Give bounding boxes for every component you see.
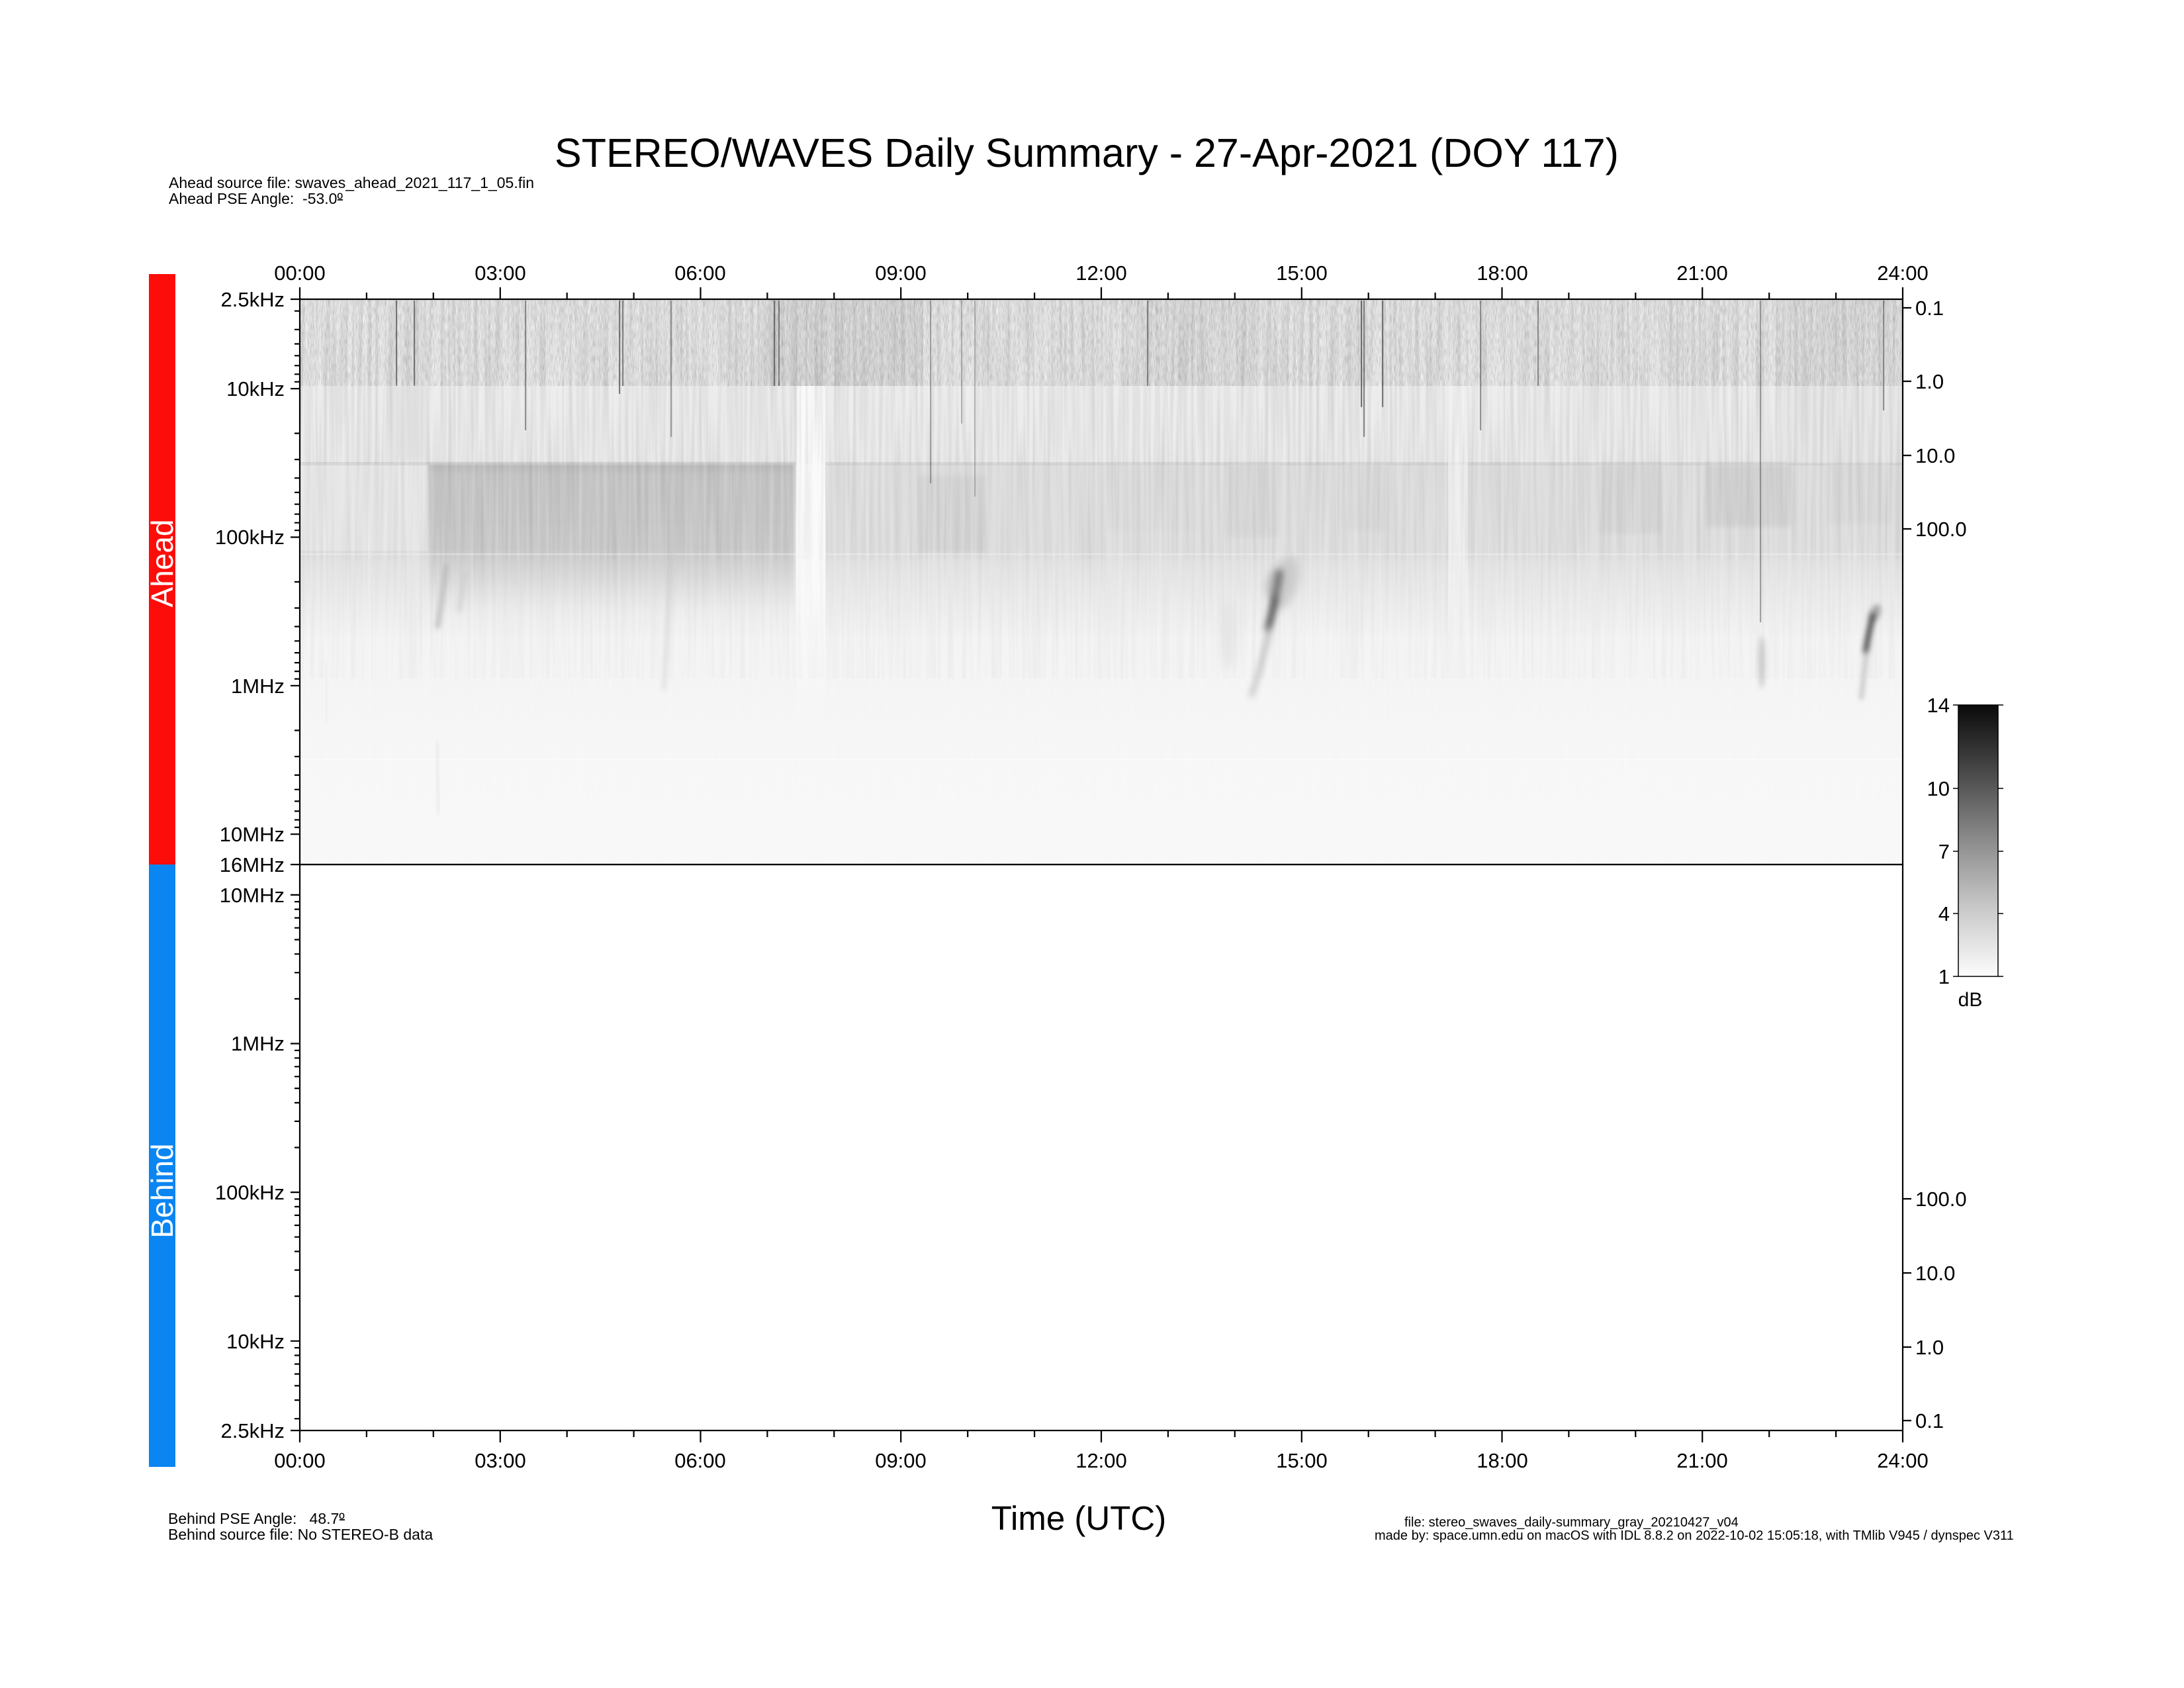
svg-text:1.0: 1.0 bbox=[1915, 1336, 1944, 1359]
svg-text:Ahead: Ahead bbox=[145, 519, 179, 607]
svg-text:06:00: 06:00 bbox=[674, 1449, 726, 1472]
svg-text:1.0: 1.0 bbox=[1915, 370, 1944, 393]
svg-text:24:00: 24:00 bbox=[1877, 1449, 1929, 1472]
svg-text:7: 7 bbox=[1938, 840, 1950, 863]
svg-text:100kHz: 100kHz bbox=[215, 1181, 285, 1204]
svg-text:2.5kHz: 2.5kHz bbox=[221, 1419, 285, 1442]
svg-text:10.0: 10.0 bbox=[1915, 1262, 1955, 1285]
svg-text:Time (UTC): Time (UTC) bbox=[991, 1499, 1166, 1537]
svg-text:10MHz: 10MHz bbox=[220, 884, 285, 907]
svg-text:18:00: 18:00 bbox=[1477, 1449, 1528, 1472]
svg-text:4: 4 bbox=[1938, 902, 1950, 925]
svg-text:Behind: Behind bbox=[145, 1143, 179, 1238]
svg-text:21:00: 21:00 bbox=[1676, 1449, 1728, 1472]
svg-text:100.0: 100.0 bbox=[1915, 518, 1967, 541]
svg-text:file: stereo_swaves_daily-summ: file: stereo_swaves_daily-summary_gray_2… bbox=[1404, 1515, 1739, 1530]
svg-text:09:00: 09:00 bbox=[875, 1449, 927, 1472]
svg-text:24:00: 24:00 bbox=[1877, 261, 1929, 285]
svg-text:00:00: 00:00 bbox=[274, 261, 326, 285]
svg-text:00:00: 00:00 bbox=[274, 1449, 326, 1472]
svg-text:1: 1 bbox=[1938, 965, 1950, 988]
svg-text:14: 14 bbox=[1927, 694, 1950, 717]
svg-text:made by: space.umn.edu on macO: made by: space.umn.edu on macOS with IDL… bbox=[1375, 1528, 2014, 1543]
svg-text:Behind source file: No STEREO-: Behind source file: No STEREO-B data bbox=[168, 1526, 433, 1543]
svg-text:10: 10 bbox=[1927, 777, 1950, 800]
svg-text:0.1: 0.1 bbox=[1915, 297, 1944, 320]
svg-text:21:00: 21:00 bbox=[1676, 261, 1728, 285]
svg-text:03:00: 03:00 bbox=[475, 1449, 526, 1472]
svg-text:12:00: 12:00 bbox=[1075, 1449, 1127, 1472]
svg-text:15:00: 15:00 bbox=[1276, 261, 1328, 285]
svg-text:1MHz: 1MHz bbox=[231, 675, 285, 698]
svg-text:Ahead PSE Angle: -53.0º: Ahead PSE Angle: -53.0º bbox=[169, 190, 343, 207]
svg-text:09:00: 09:00 bbox=[875, 261, 927, 285]
svg-text:10kHz: 10kHz bbox=[226, 1330, 285, 1353]
svg-text:10kHz: 10kHz bbox=[226, 377, 285, 400]
svg-text:STEREO/WAVES Daily Summary - 2: STEREO/WAVES Daily Summary - 27-Apr-2021… bbox=[555, 130, 1619, 175]
svg-text:12:00: 12:00 bbox=[1075, 261, 1127, 285]
svg-text:06:00: 06:00 bbox=[674, 261, 726, 285]
svg-text:10.0: 10.0 bbox=[1915, 444, 1955, 467]
svg-text:03:00: 03:00 bbox=[475, 261, 526, 285]
svg-text:100kHz: 100kHz bbox=[215, 526, 285, 549]
svg-text:10MHz: 10MHz bbox=[220, 823, 285, 846]
svg-text:18:00: 18:00 bbox=[1477, 261, 1528, 285]
svg-text:dB: dB bbox=[1958, 989, 1983, 1011]
svg-text:0.1: 0.1 bbox=[1915, 1409, 1944, 1432]
svg-text:2.5kHz: 2.5kHz bbox=[221, 288, 285, 311]
svg-text:Ahead source file: swaves_ahea: Ahead source file: swaves_ahead_2021_117… bbox=[169, 174, 534, 191]
svg-text:100.0: 100.0 bbox=[1915, 1188, 1967, 1211]
svg-text:15:00: 15:00 bbox=[1276, 1449, 1328, 1472]
svg-text:16MHz: 16MHz bbox=[220, 853, 285, 876]
svg-text:1MHz: 1MHz bbox=[231, 1032, 285, 1055]
svg-text:Behind PSE Angle: 48.7º: Behind PSE Angle: 48.7º bbox=[168, 1510, 345, 1527]
